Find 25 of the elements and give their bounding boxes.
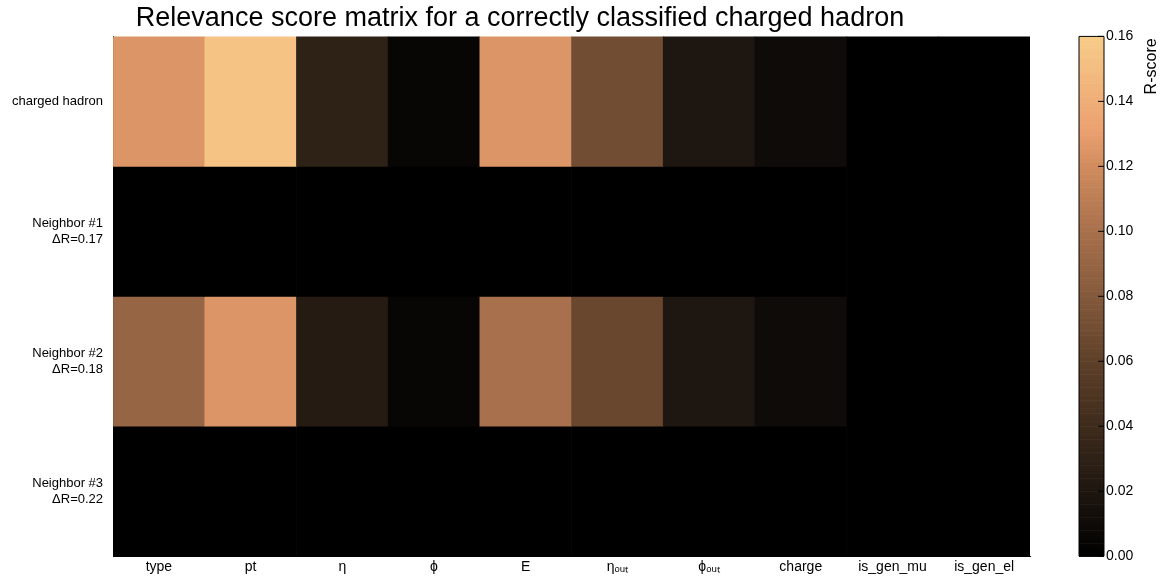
y-tick-label: Neighbor #1 ΔR=0.17 xyxy=(32,215,104,246)
x-tick-label: ϕₒᵤₜ xyxy=(698,558,721,575)
color-bar-label: 0.12 xyxy=(1106,157,1134,174)
x-tick-label: type xyxy=(145,558,173,575)
color-bar-label: 0.14 xyxy=(1106,92,1134,109)
x-tick-label: is_gen_mu xyxy=(858,558,927,575)
y-tick-label: Neighbor #2 ΔR=0.18 xyxy=(32,345,104,376)
color-bar-label: 0.16 xyxy=(1106,27,1134,44)
x-tick-label: is_gen_el xyxy=(954,558,1015,575)
y-tick-label: charged hadron xyxy=(11,92,104,108)
x-tick-label: η xyxy=(338,558,347,575)
color-bar-label: 0.08 xyxy=(1106,287,1134,304)
y-tick-label: Neighbor #3 ΔR=0.22 xyxy=(32,475,104,506)
color-bar-label: 0.06 xyxy=(1106,352,1134,369)
x-tick-label: ηₒᵤₜ xyxy=(606,558,630,575)
color-bar-label: 0.04 xyxy=(1106,417,1134,434)
x-tick-label: ϕ xyxy=(430,558,439,575)
chart-title: Relevance score matrix for a correctly classified charged hadron xyxy=(135,1,905,32)
color-bar-label: 0.02 xyxy=(1106,482,1134,499)
x-tick-label: pt xyxy=(244,558,257,575)
color-bar-title: R-score xyxy=(1142,38,1160,95)
x-tick-label: E xyxy=(521,558,531,575)
color-bar-label: 0.00 xyxy=(1106,547,1134,564)
color-bar-label: 0.10 xyxy=(1106,222,1134,239)
x-tick-label: charge xyxy=(779,558,823,575)
